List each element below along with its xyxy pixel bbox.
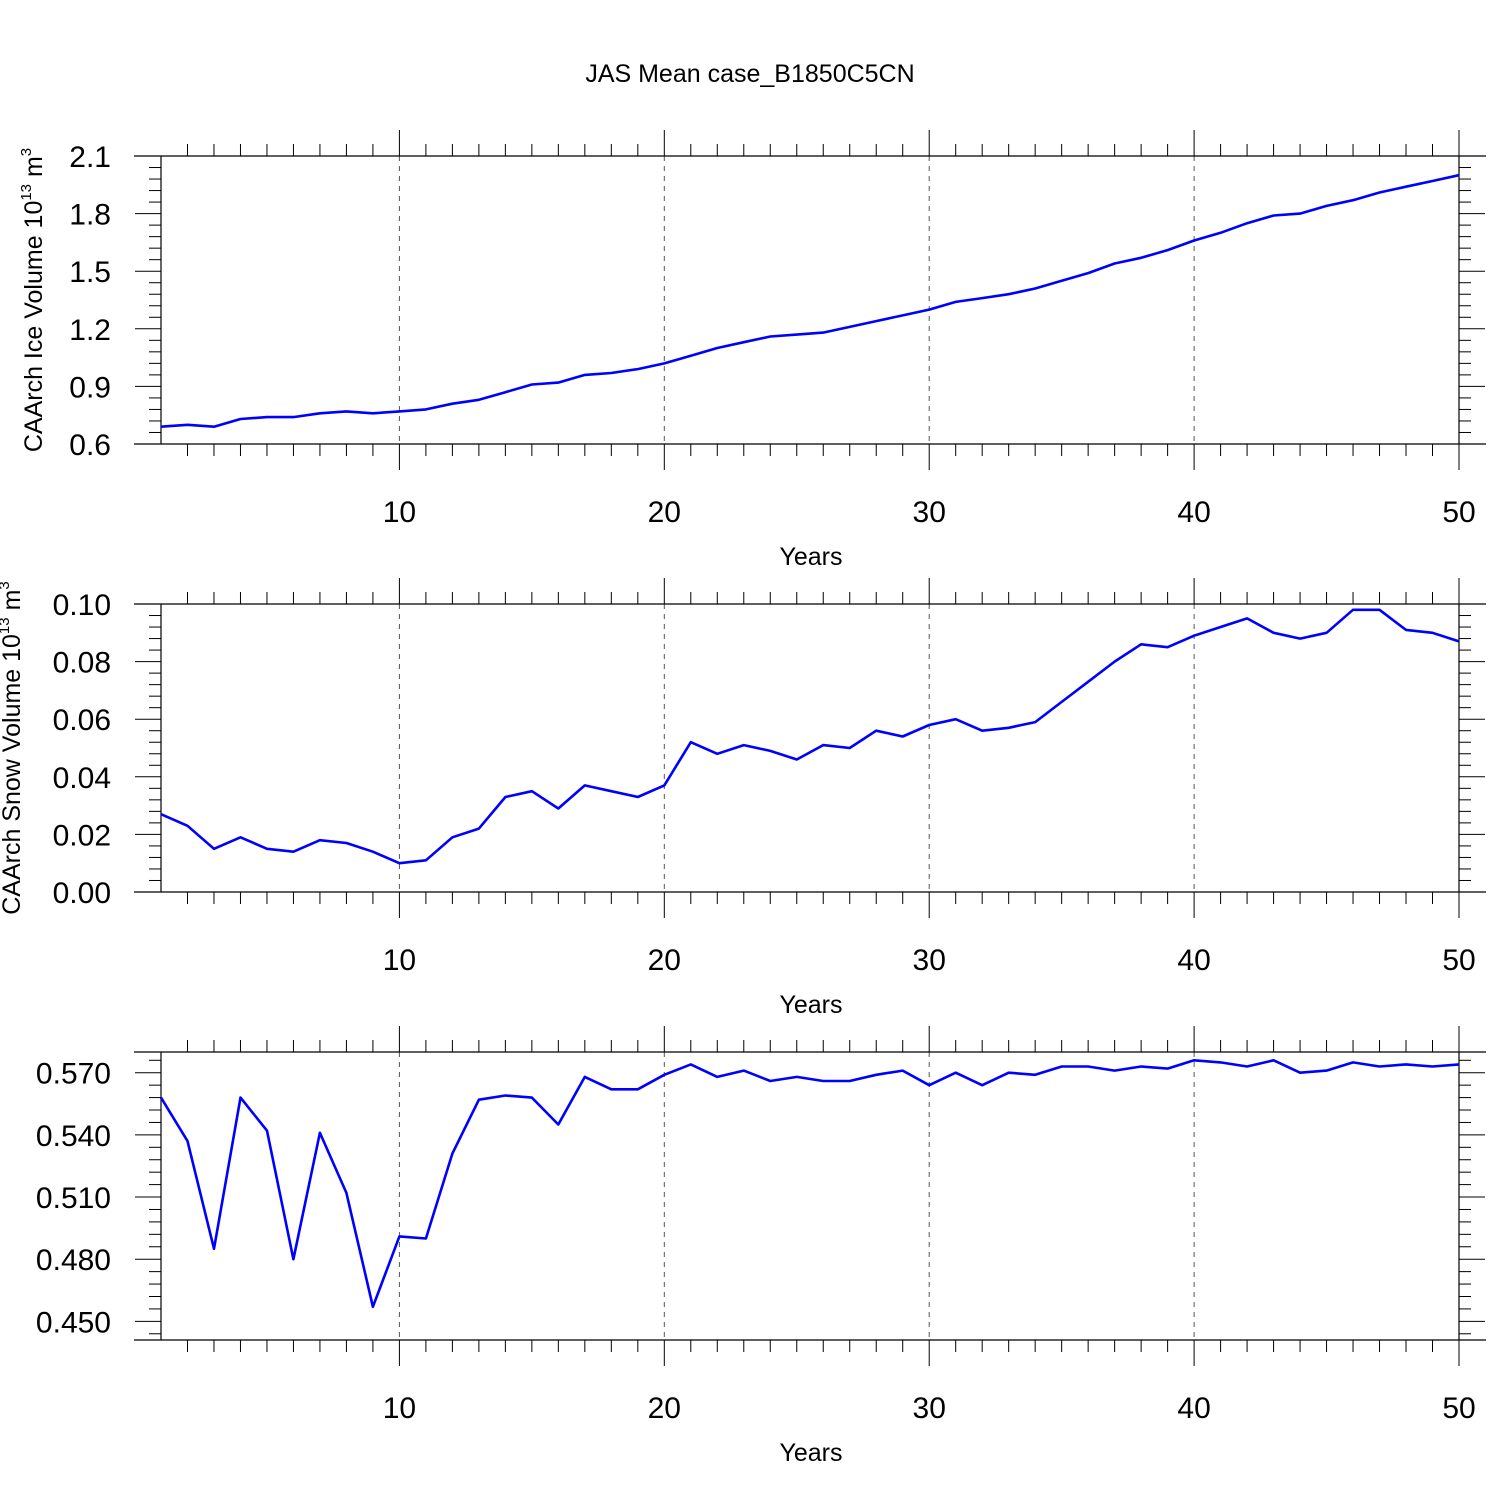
series-line: [160, 173, 1460, 429]
panel-snow-volume: 10 20 30 40 50 0.00 0.02 0.04 0.06 0.08 0.10 Years…: [0, 578, 1486, 1019]
panel-ice-area: 10 20 30 40 50 0.450 0.480 0.510 0.540 0.570 Year…: [36, 1026, 1486, 1467]
x-tick-label: 40: [1177, 1392, 1210, 1425]
y-tick-label: 0.00: [53, 877, 111, 910]
x-tick-label: 10: [383, 496, 416, 529]
x-axis-label: Years: [779, 543, 842, 571]
y-tick-label: 0.570: [36, 1058, 111, 1091]
y-axis-label: CAArch Ice Volume 1013 m3: [18, 148, 48, 452]
y-tick-label: 1.8: [69, 199, 111, 232]
y-tick-label: 0.06: [53, 704, 111, 737]
y-tick-label: 0.08: [53, 647, 111, 680]
figure-title: JAS Mean case_B1850C5CN: [585, 60, 914, 88]
x-tick-label: 20: [648, 496, 681, 529]
series-line: [160, 608, 1460, 865]
plot-layer: 10 20 30 40 50 0.00 0.02 0.04 0.06 0.08 0.10: [53, 578, 1486, 977]
y-tick-label: 0.9: [69, 371, 111, 404]
x-tick-label: 30: [913, 1392, 946, 1425]
y-tick-label: 0.450: [36, 1306, 111, 1339]
y-tick-label: 1.5: [69, 256, 111, 289]
y-tick-label: 0.04: [53, 762, 111, 795]
y-axis-label: CAArch Snow Volume 1013 m3: [0, 581, 26, 915]
x-tick-label: 20: [648, 1392, 681, 1425]
y-tick-label: 0.10: [53, 589, 111, 622]
y-tick-label: 2.1: [69, 141, 111, 174]
x-axis-label: Years: [779, 1439, 842, 1467]
y-tick-label: 0.480: [36, 1244, 111, 1277]
x-tick-label: 50: [1442, 944, 1475, 977]
x-tick-label: 10: [383, 944, 416, 977]
y-tick-label: 1.2: [69, 314, 111, 347]
y-tick-label: 0.540: [36, 1120, 111, 1153]
x-tick-label: 20: [648, 944, 681, 977]
plot-layer: 10 20 30 40 50 0.6 0.9 1.2 1.5 1.8 2.1: [69, 130, 1486, 529]
x-tick-label: 50: [1442, 496, 1475, 529]
y-tick-label: 0.02: [53, 819, 111, 852]
panel-ice-volume: 10 20 30 40 50 0.6 0.9 1.2 1.5 1.8 2.1 Years CAArc…: [18, 130, 1486, 571]
x-tick-label: 40: [1177, 496, 1210, 529]
x-tick-label: 10: [383, 1392, 416, 1425]
y-tick-label: 0.6: [69, 429, 111, 462]
x-tick-label: 40: [1177, 944, 1210, 977]
x-tick-label: 50: [1442, 1392, 1475, 1425]
x-tick-label: 30: [913, 496, 946, 529]
y-tick-label: 0.510: [36, 1182, 111, 1215]
plot-layer: 10 20 30 40 50 0.450 0.480 0.510 0.540 0.570: [36, 1026, 1486, 1425]
x-axis-label: Years: [779, 991, 842, 1019]
series-line: [159, 1059, 1460, 1309]
x-tick-label: 30: [913, 944, 946, 977]
